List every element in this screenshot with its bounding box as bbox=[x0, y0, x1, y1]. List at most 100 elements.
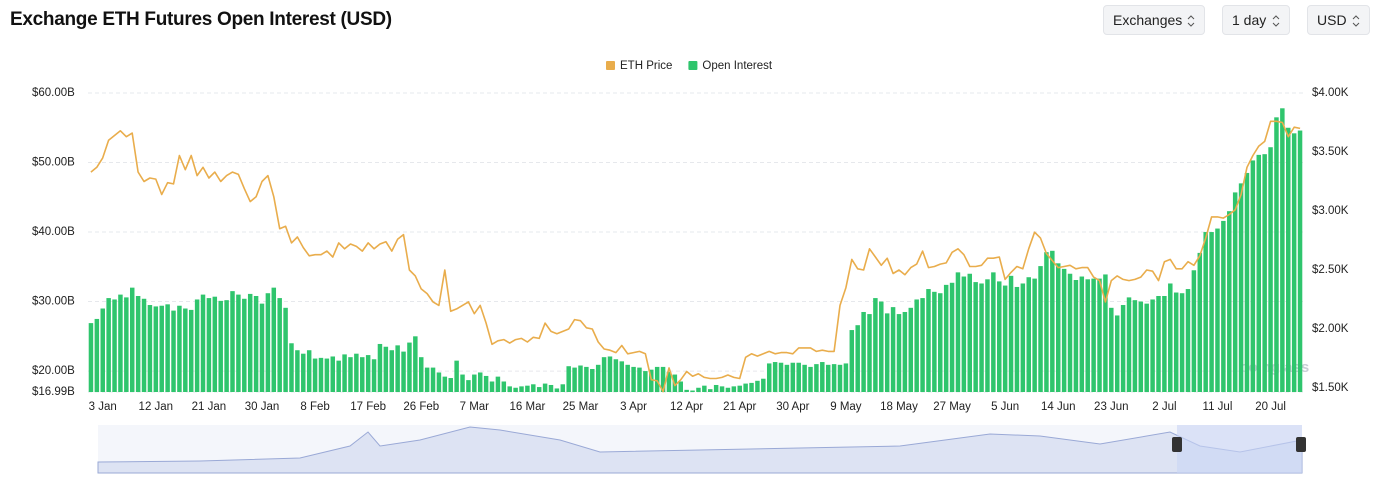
x-tick-label: 17 Feb bbox=[350, 401, 386, 413]
bar bbox=[855, 325, 860, 392]
bar bbox=[289, 343, 294, 392]
legend: ETH Price Open Interest bbox=[606, 60, 773, 72]
bar bbox=[354, 353, 359, 392]
bar bbox=[418, 357, 424, 392]
bar bbox=[796, 362, 801, 392]
bar bbox=[124, 297, 129, 392]
bar bbox=[584, 366, 589, 392]
bar bbox=[1132, 300, 1138, 392]
bar bbox=[295, 350, 300, 392]
bar bbox=[778, 362, 784, 392]
y-tick-label: $30.00B bbox=[32, 296, 75, 308]
bar bbox=[867, 314, 872, 392]
bar bbox=[88, 323, 94, 392]
bar bbox=[1280, 108, 1285, 392]
bar bbox=[684, 389, 689, 392]
exchanges-select[interactable]: Exchanges bbox=[1103, 5, 1205, 35]
y2-tick-label: $2.50K bbox=[1312, 264, 1349, 276]
interval-select[interactable]: 1 day bbox=[1222, 5, 1290, 35]
bar bbox=[761, 378, 766, 392]
bar bbox=[536, 387, 542, 392]
bar bbox=[572, 367, 577, 392]
bar bbox=[1150, 299, 1155, 392]
bar bbox=[106, 298, 111, 392]
bar bbox=[383, 346, 389, 392]
bar bbox=[920, 298, 925, 392]
bar bbox=[890, 307, 896, 392]
x-tick-label: 11 Jul bbox=[1203, 401, 1233, 413]
y-tick-label: $60.00B bbox=[32, 87, 75, 99]
watermark: coinglass bbox=[1240, 359, 1309, 376]
bar bbox=[112, 299, 117, 392]
bar bbox=[749, 382, 754, 392]
bar bbox=[1097, 278, 1102, 392]
x-tick-label: 30 Jan bbox=[245, 401, 280, 413]
bar bbox=[1050, 250, 1055, 392]
bar bbox=[926, 289, 931, 392]
bar bbox=[997, 281, 1002, 392]
bar bbox=[619, 361, 625, 392]
bar bbox=[401, 351, 406, 392]
bar bbox=[472, 374, 477, 392]
bar bbox=[719, 386, 725, 392]
bar bbox=[961, 276, 967, 392]
bar bbox=[1032, 278, 1037, 392]
bar bbox=[1114, 315, 1120, 392]
chevron bbox=[1272, 15, 1280, 27]
legend-swatch bbox=[688, 61, 698, 70]
select-label: 1 day bbox=[1232, 12, 1267, 28]
bar bbox=[666, 371, 672, 392]
bar bbox=[873, 298, 878, 392]
navigator-handle[interactable] bbox=[1296, 437, 1306, 452]
bar bbox=[129, 287, 135, 392]
bar bbox=[1197, 252, 1203, 392]
x-tick-label: 23 Jun bbox=[1094, 401, 1129, 413]
bar bbox=[631, 366, 636, 392]
bar bbox=[1014, 286, 1020, 392]
bar bbox=[531, 384, 536, 392]
bar bbox=[159, 305, 164, 392]
bar bbox=[460, 374, 465, 392]
bar bbox=[560, 384, 566, 392]
bar bbox=[790, 362, 796, 392]
bar bbox=[784, 364, 790, 392]
bar bbox=[1262, 154, 1267, 392]
bar bbox=[495, 376, 501, 392]
x-tick-label: 26 Feb bbox=[403, 401, 439, 413]
bar bbox=[1020, 283, 1026, 392]
bar bbox=[802, 364, 807, 392]
bar bbox=[253, 295, 259, 392]
bar bbox=[967, 273, 973, 392]
bar bbox=[336, 360, 341, 392]
bar bbox=[542, 383, 548, 392]
bar bbox=[389, 350, 394, 392]
bar bbox=[94, 318, 100, 392]
y2-tick-label: $3.50K bbox=[1312, 146, 1349, 158]
bar bbox=[1297, 130, 1303, 392]
bar bbox=[519, 386, 524, 392]
bar bbox=[991, 272, 996, 392]
bar bbox=[1286, 127, 1291, 392]
bar bbox=[731, 386, 737, 392]
x-tick-label: 25 Mar bbox=[563, 401, 599, 413]
x-tick-label: 30 Apr bbox=[776, 401, 809, 413]
y2-tick-label: $1.50K bbox=[1312, 382, 1349, 394]
bar bbox=[1274, 117, 1279, 393]
currency-select[interactable]: USD bbox=[1307, 5, 1370, 35]
bar bbox=[1221, 220, 1226, 392]
bar bbox=[566, 366, 571, 392]
bar bbox=[1067, 273, 1073, 392]
bar bbox=[1179, 293, 1185, 392]
bar bbox=[448, 378, 453, 392]
chevron bbox=[1187, 15, 1195, 27]
x-tick-label: 8 Feb bbox=[300, 401, 329, 413]
bar bbox=[825, 364, 831, 392]
bar bbox=[194, 299, 200, 392]
bar bbox=[601, 357, 607, 392]
bar bbox=[949, 282, 955, 392]
bar bbox=[1191, 270, 1197, 392]
navigator-handle[interactable] bbox=[1172, 437, 1182, 452]
bar bbox=[595, 364, 601, 392]
bar bbox=[737, 385, 742, 392]
bar bbox=[1061, 268, 1067, 392]
